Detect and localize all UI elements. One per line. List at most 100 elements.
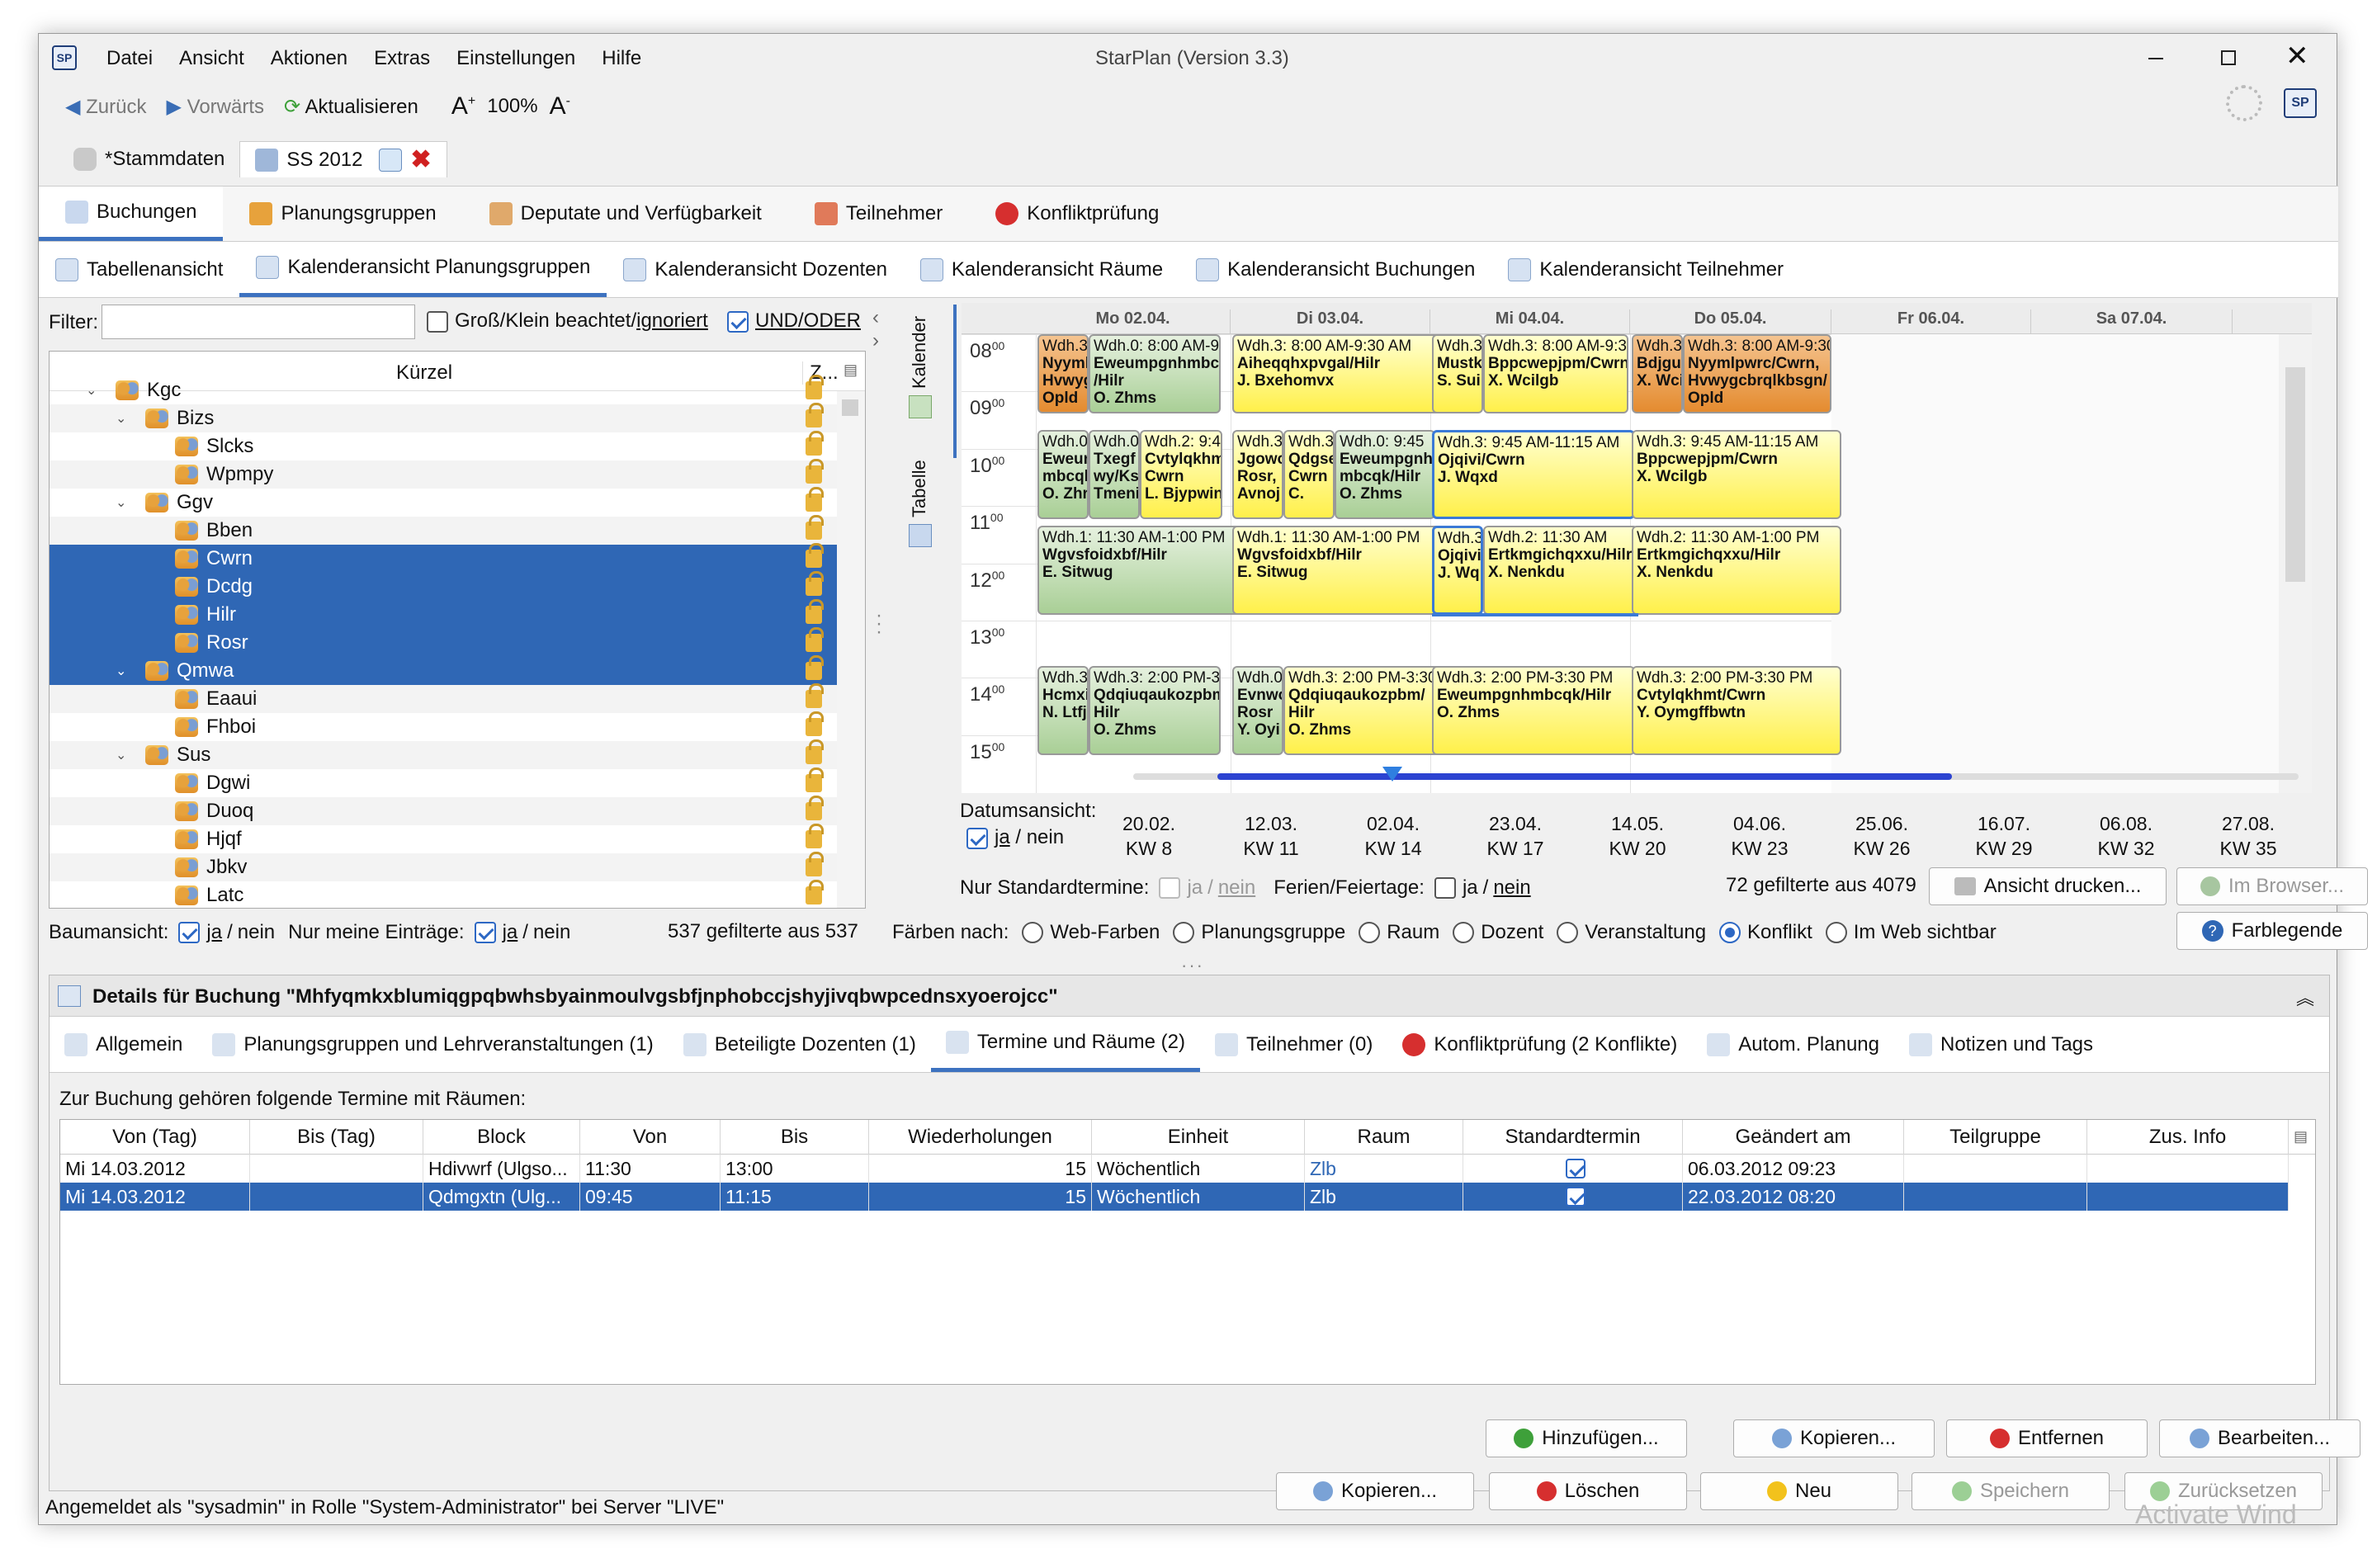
tree-row[interactable]: Rosr [50, 627, 837, 657]
timeline-range[interactable] [1217, 773, 1952, 780]
column-header[interactable]: Bis (Tag) [250, 1120, 423, 1155]
calendar-event[interactable]: Wdh.3: 8:00 AM-9:30 AM Aiheqqhxpvgal/Hilr… [1232, 334, 1444, 413]
color-option[interactable]: Im Web sichtbar [1825, 921, 1997, 944]
calendar-event[interactable]: Wdh.3 Hcmxi N. Ltfj [1037, 666, 1089, 755]
print-view-button[interactable]: Ansicht drucken... [1929, 867, 2167, 905]
tree-row[interactable]: ⌄ Sus [50, 739, 837, 769]
view-tab-4[interactable]: Kalenderansicht Buchungen [1179, 242, 1491, 297]
column-chooser-icon[interactable]: ▤ [2294, 1128, 2308, 1145]
tree-row[interactable]: Fhboi [50, 711, 837, 741]
tree-row[interactable]: Hjqf [50, 824, 837, 853]
color-option[interactable]: Konflikt [1719, 921, 1812, 944]
minimize-button[interactable] [2148, 58, 2163, 59]
color-legend-button[interactable]: ? Farblegende [2176, 912, 2368, 950]
tree-row[interactable]: Dgwi [50, 767, 837, 797]
baum-checkbox[interactable] [178, 922, 201, 943]
tree-row[interactable]: Bben [50, 515, 837, 545]
menu-aktionen[interactable]: Aktionen [270, 47, 348, 69]
chevron-down-icon[interactable]: ⌄ [116, 664, 127, 678]
radio-button[interactable] [1825, 922, 1847, 943]
calendar-event[interactable]: Wdh.3: 9:45 AM-11:15 AM Ojqivi/Cwrn J. Wqx… [1432, 430, 1635, 519]
scroll-thumb[interactable] [842, 399, 858, 416]
calendar-event[interactable]: Wdh.3 Nyyml Hvwyg Opld [1037, 334, 1089, 413]
timeline-thumb[interactable] [1382, 767, 1402, 782]
calendar-event[interactable]: Wdh.0: 9:45 Eweumpgnh mbcqk/Hilr O. Zhms [1335, 430, 1435, 519]
radio-button[interactable] [1719, 922, 1741, 943]
andor-checkbox[interactable] [727, 310, 749, 333]
action-btn-1[interactable]: Löschen [1489, 1472, 1687, 1510]
calendar-event[interactable]: Wdh.3: 2:00 PM-3:30 PM Cvtylqkhmt/Cwrn Y. … [1632, 666, 1841, 755]
color-option[interactable]: Dozent [1453, 921, 1543, 944]
main-tab-4[interactable]: Konfliktprüfung [969, 187, 1185, 241]
calendar-event[interactable]: Wdh.1: 11:30 AM-1:00 PM Wgvsfoidxbf/Hilr E… [1037, 526, 1247, 615]
menu-ansicht[interactable]: Ansicht [179, 47, 244, 69]
tree-row[interactable]: Dcdg [50, 571, 837, 601]
filter-input[interactable] [102, 305, 415, 339]
chevron-down-icon[interactable]: ⌄ [116, 749, 127, 763]
splitter-handle[interactable]: · · · [876, 604, 882, 643]
calendar-event[interactable]: Wdh.0 Txegf wy/Ks Tmeni [1089, 430, 1140, 519]
column-header[interactable]: Wiederholungen [869, 1120, 1092, 1155]
menu-einstellungen[interactable]: Einstellungen [456, 47, 576, 69]
tree-row[interactable]: Wpmpy [50, 459, 837, 489]
calendar-event[interactable]: Wdh.3: 8:00 AM-9:30 Nyymlpwrc/Cwrn, Hvwygc… [1683, 334, 1831, 413]
tab-stammdaten[interactable]: *Stammdaten [59, 148, 239, 171]
new-window-icon[interactable] [379, 148, 403, 172]
details-tab-6[interactable]: Autom. Planung [1692, 1017, 1894, 1072]
main-tab-3[interactable]: Teilnehmer [788, 187, 969, 241]
menu-hilfe[interactable]: Hilfe [602, 47, 642, 69]
collapse-left-icon[interactable]: ‹ [872, 306, 879, 328]
column-header[interactable]: Geändert am [1683, 1120, 1904, 1155]
andor-toggle[interactable]: UND/ODER [727, 309, 861, 333]
standard-checkbox[interactable] [1565, 1159, 1585, 1178]
details-btn-0[interactable]: Hinzufügen... [1486, 1419, 1687, 1457]
main-tab-1[interactable]: Planungsgruppen [223, 187, 462, 241]
calendar-event[interactable]: Wdh.3 Qdgse Cwrn C. [1283, 430, 1335, 519]
column-header[interactable]: Von (Tag) [60, 1120, 250, 1155]
side-tab-tabelle[interactable]: Tabelle [909, 446, 930, 517]
view-tab-3[interactable]: Kalenderansicht Räume [904, 242, 1179, 297]
action-btn-2[interactable]: Neu [1700, 1472, 1898, 1510]
radio-button[interactable] [1022, 922, 1044, 943]
chevron-down-icon[interactable]: ⌄ [86, 384, 97, 398]
details-tab-2[interactable]: Beteiligte Dozenten (1) [669, 1017, 931, 1072]
close-tab-icon[interactable]: ✖ [410, 146, 432, 173]
calendar-event[interactable]: Wdh.3: 9:45 AM-11:15 AM Bppcwepjpm/Cwrn X.… [1632, 430, 1841, 519]
main-tab-2[interactable]: Deputate und Verfügbarkeit [463, 187, 788, 241]
radio-button[interactable] [1173, 922, 1195, 943]
maximize-button[interactable] [2221, 50, 2236, 65]
calendar-scrollbar[interactable] [2279, 334, 2312, 793]
calendar-event[interactable]: Wdh.3: 2:00 PM-3:30Qdqiuqaukozpbm/HilrO.… [1089, 666, 1221, 755]
column-header[interactable]: Raum [1305, 1120, 1463, 1155]
details-tab-3[interactable]: Termine und Räume (2) [930, 1017, 1200, 1072]
collapse-details-icon[interactable]: ︽ [2296, 988, 2315, 1008]
tree-row[interactable]: ⌄ Qmwa [50, 655, 837, 685]
tree-row[interactable]: ⌄ Bizs [50, 403, 837, 432]
timeline-toggle[interactable]: ja / nein [966, 826, 1064, 849]
color-option[interactable]: Veranstaltung [1557, 921, 1706, 944]
calendar-event[interactable]: Wdh.3: 8:00 AM-9:30 Bppcwepjpm/Cwrn X. Wci… [1483, 334, 1628, 413]
column-header[interactable]: Bis [721, 1120, 869, 1155]
color-option[interactable]: Planungsgruppe [1173, 921, 1345, 944]
calendar-event[interactable]: Wdh.3 Bdjgu X. Wci [1632, 334, 1683, 413]
tree-scrollbar[interactable] [837, 391, 865, 908]
case-link[interactable]: ignoriert [636, 309, 708, 332]
column-header[interactable]: Block [423, 1120, 580, 1155]
calendar-event[interactable]: Wdh.0 Evnwo Rosr Y. Oyi [1232, 666, 1283, 755]
view-tab-0[interactable]: Tabellenansicht [39, 242, 239, 297]
chevron-down-icon[interactable]: ⌄ [116, 412, 127, 426]
details-btn-1[interactable]: Kopieren... [1733, 1419, 1935, 1457]
calendar-event[interactable]: Wdh.0: 8:00 AM-9:30Eweumpgnhmbcqk/HilrO.… [1089, 334, 1221, 413]
column-header[interactable]: Standardtermin [1463, 1120, 1683, 1155]
splitter-horizontal-handle[interactable]: ··· [1181, 955, 1204, 975]
view-tab-2[interactable]: Kalenderansicht Dozenten [607, 242, 904, 297]
tree-row[interactable]: ⌄ Ggv [50, 487, 837, 517]
tree-row[interactable]: Jbkv [50, 852, 837, 881]
radio-button[interactable] [1557, 922, 1579, 943]
radio-button[interactable] [1453, 922, 1475, 943]
calendar-event[interactable]: Wdh.2: 11:30 AM Ertkmgichqxxu/Hilr X. Nenk… [1483, 526, 1638, 615]
calendar-event[interactable]: Wdh.2: 11:30 AM-1:00 PM Ertkmgichqxxu/Hil… [1632, 526, 1841, 615]
view-tab-5[interactable]: Kalenderansicht Teilnehmer [1491, 242, 1800, 297]
